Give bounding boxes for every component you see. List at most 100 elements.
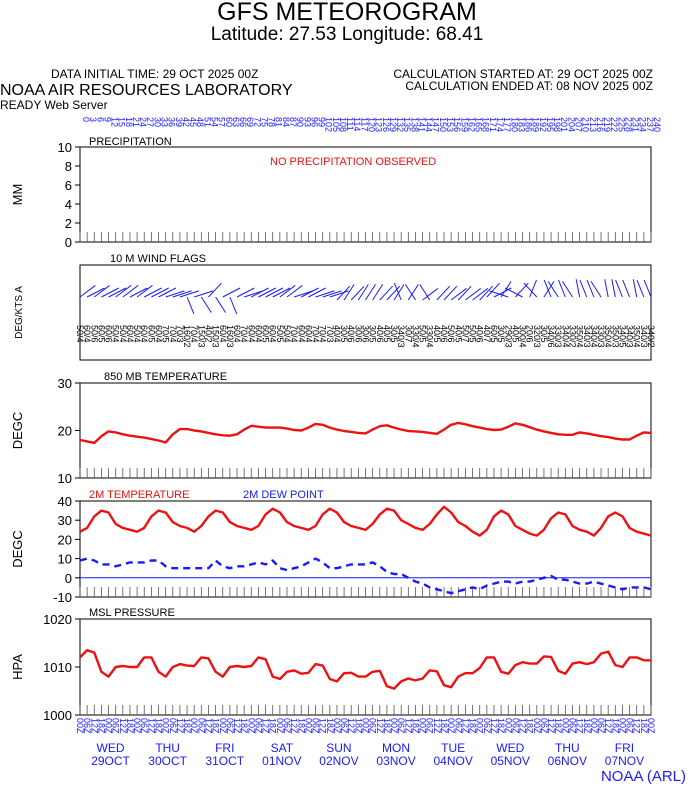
wind-value-label: 40/6 (439, 325, 449, 343)
utc-hour-label: 12Z (346, 718, 356, 734)
msl-pressure-series (79, 649, 651, 690)
wind-value-label: 60/4 (232, 325, 242, 343)
date-label: 30OCT (148, 754, 187, 768)
forecast-hour-label: 132 (395, 117, 405, 132)
wind-barb (229, 296, 238, 315)
utc-hour-label: 00Z (475, 718, 485, 734)
wind-barb (186, 296, 195, 315)
wind-value-label: 40/5 (382, 325, 392, 343)
wind-value-label: 70/4 (168, 325, 178, 343)
day-label: TUE (441, 741, 465, 755)
day-label: THU (555, 741, 580, 755)
utc-hour-label: 06Z (510, 718, 520, 734)
utc-hour-label: 18Z (182, 718, 192, 734)
wind-value-label: 40/5 (510, 325, 520, 343)
y-axis-label: DEG/KTS A (14, 286, 25, 339)
wind-barb (643, 279, 652, 298)
y-tick-label: -10 (53, 590, 72, 605)
wind-barb (372, 284, 384, 301)
wind-value-label: 60/4 (296, 325, 306, 343)
wind-value-label: 60/5 (96, 325, 106, 343)
utc-hour-label: 06Z (111, 718, 121, 734)
forecast-hour-label: 174 (495, 117, 505, 132)
date-label: 06NOV (548, 754, 587, 768)
forecast-hour-label: 21 (131, 117, 141, 127)
wind-barb (222, 287, 241, 298)
utc-hour-label: 00Z (275, 718, 285, 734)
forecast-hour-label: 51 (202, 117, 212, 127)
utc-hour-label: 12Z (318, 718, 328, 734)
utc-hour-label: 06Z (139, 718, 149, 734)
utc-hour-label: 12Z (175, 718, 185, 734)
forecast-hour-label: 225 (616, 117, 626, 132)
utc-hour-label: 00Z (446, 718, 456, 734)
utc-hour-label: 00Z (646, 718, 656, 734)
forecast-hour-label: 117 (359, 117, 369, 131)
utc-hour-label: 00Z (503, 718, 513, 734)
forecast-hour-label: 108 (338, 117, 348, 132)
wind-barb (251, 287, 269, 298)
utc-hour-label: 12Z (375, 718, 385, 734)
wind-value-label: 40/5 (432, 325, 442, 343)
wind-value-label: 60/4 (139, 325, 149, 343)
wind-value-label: 290/3 (503, 325, 513, 348)
wind-value-label: 150/3 (196, 325, 206, 348)
wind-barb (504, 287, 523, 298)
wind-barb (208, 282, 222, 298)
wind-value-label: 70/3 (325, 325, 335, 343)
utc-hour-label: 18Z (439, 718, 449, 734)
utc-hour-label: 06Z (453, 718, 463, 734)
wind-barb (632, 279, 638, 298)
wind-barb (329, 290, 349, 298)
forecast-hour-label: 183 (516, 117, 526, 132)
wind-value-label: 340/4 (560, 325, 570, 348)
utc-hour-label: 18Z (582, 718, 592, 734)
panel-frame (79, 382, 652, 479)
wind-value-label: 320/3 (532, 325, 542, 348)
wind-barb (407, 284, 419, 301)
wind-barb (479, 285, 493, 301)
forecast-hour-label: 24 (138, 117, 148, 127)
utc-hour-label: 06Z (396, 718, 406, 734)
utc-hour-label: 18Z (239, 718, 249, 734)
forecast-hour-label: 177 (502, 117, 512, 132)
wind-barb (165, 290, 185, 298)
utc-hour-label: 18Z (96, 718, 106, 734)
utc-hour-label: 00Z (389, 718, 399, 734)
wind-value-label: 340/4 (589, 325, 599, 348)
forecast-hour-label: 102 (324, 117, 334, 132)
date-label: 04NOV (433, 754, 472, 768)
wind-value-label: 70/4 (311, 325, 321, 343)
forecast-hour-label: 147 (431, 117, 441, 132)
wind-value-label: 30/5 (389, 325, 399, 343)
wind-value-label: 340/3 (582, 325, 592, 348)
forecast-hour-label: 57 (217, 117, 227, 127)
utc-hour-label: 00Z (532, 718, 542, 734)
wind-value-label: 330/2 (567, 325, 577, 348)
wind-value-label: 50/4 (118, 325, 128, 343)
wind-value-label: 60/4 (218, 325, 228, 343)
forecast-hour-label: 15 (117, 117, 127, 127)
forecast-hour-label: 45 (188, 117, 198, 127)
forecast-hour-label: 141 (416, 117, 426, 132)
forecast-hour-label: 165 (474, 117, 484, 132)
forecast-hour-label: 159 (459, 117, 469, 132)
wind-value-label: 70/4 (189, 325, 199, 343)
wind-value-label: 50/4 (132, 325, 142, 343)
wind-value-label: 60/4 (125, 325, 135, 343)
forecast-hour-label: 63 (231, 117, 241, 127)
wind-barb (172, 290, 192, 298)
forecast-hour-label: 0 (81, 117, 91, 122)
wind-barb (547, 281, 559, 298)
wind-barb (529, 279, 537, 298)
wind-barb (129, 287, 148, 298)
utc-hour-label: 00Z (161, 718, 171, 734)
wind-barb (450, 288, 467, 301)
utc-hour-label: 06Z (339, 718, 349, 734)
utc-hour-label: 12Z (632, 718, 642, 734)
forecast-hour-label: 207 (573, 117, 583, 132)
wind-barb (279, 285, 296, 298)
wind-barb (443, 285, 458, 301)
wind-value-label: 340/3 (396, 325, 406, 348)
